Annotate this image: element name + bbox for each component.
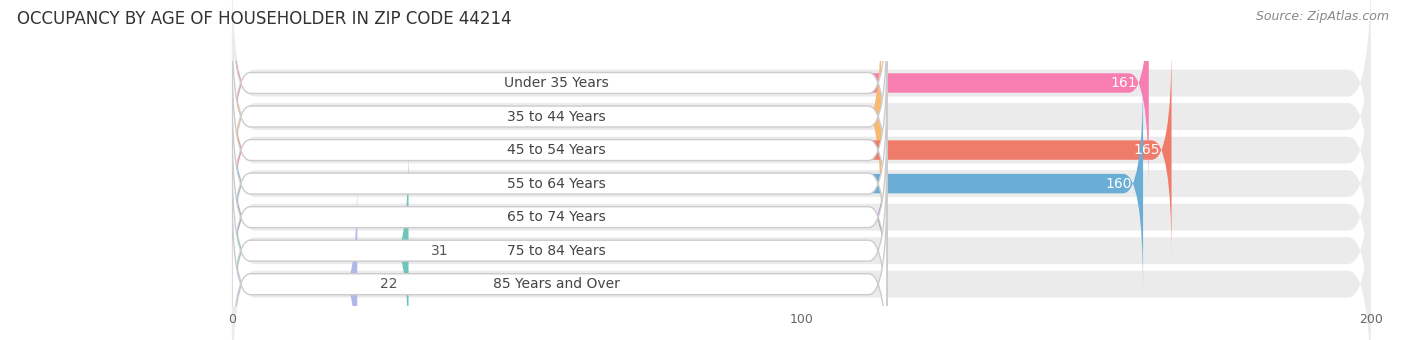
- Text: 161: 161: [1111, 76, 1137, 90]
- Text: 22: 22: [380, 277, 398, 291]
- FancyBboxPatch shape: [232, 0, 1371, 237]
- FancyBboxPatch shape: [232, 143, 409, 340]
- Text: 35 to 44 Years: 35 to 44 Years: [508, 109, 606, 123]
- FancyBboxPatch shape: [232, 53, 887, 247]
- Text: 55 to 64 Years: 55 to 64 Years: [508, 176, 606, 191]
- FancyBboxPatch shape: [232, 0, 887, 180]
- FancyBboxPatch shape: [232, 187, 887, 340]
- FancyBboxPatch shape: [232, 109, 887, 325]
- Text: 45 to 54 Years: 45 to 54 Years: [508, 143, 606, 157]
- Text: 165: 165: [1133, 143, 1160, 157]
- Text: 160: 160: [1105, 176, 1132, 191]
- Text: OCCUPANCY BY AGE OF HOUSEHOLDER IN ZIP CODE 44214: OCCUPANCY BY AGE OF HOUSEHOLDER IN ZIP C…: [17, 10, 512, 28]
- FancyBboxPatch shape: [232, 76, 1143, 291]
- Text: Source: ZipAtlas.com: Source: ZipAtlas.com: [1256, 10, 1389, 23]
- FancyBboxPatch shape: [232, 63, 1371, 304]
- Text: 115: 115: [849, 210, 876, 224]
- FancyBboxPatch shape: [232, 87, 887, 280]
- FancyBboxPatch shape: [232, 0, 1371, 204]
- FancyBboxPatch shape: [232, 97, 1371, 338]
- FancyBboxPatch shape: [232, 164, 1371, 340]
- FancyBboxPatch shape: [232, 120, 887, 314]
- FancyBboxPatch shape: [232, 29, 1371, 271]
- Text: 85 Years and Over: 85 Years and Over: [494, 277, 620, 291]
- FancyBboxPatch shape: [232, 42, 1171, 258]
- Text: 31: 31: [432, 244, 449, 258]
- FancyBboxPatch shape: [232, 20, 887, 214]
- FancyBboxPatch shape: [232, 130, 1371, 340]
- Text: 75 to 84 Years: 75 to 84 Years: [508, 244, 606, 258]
- Text: 65 to 74 Years: 65 to 74 Years: [508, 210, 606, 224]
- FancyBboxPatch shape: [232, 0, 1149, 191]
- FancyBboxPatch shape: [232, 176, 357, 340]
- Text: Under 35 Years: Under 35 Years: [505, 76, 609, 90]
- FancyBboxPatch shape: [232, 154, 887, 340]
- Text: 114: 114: [844, 109, 870, 123]
- FancyBboxPatch shape: [232, 9, 882, 224]
